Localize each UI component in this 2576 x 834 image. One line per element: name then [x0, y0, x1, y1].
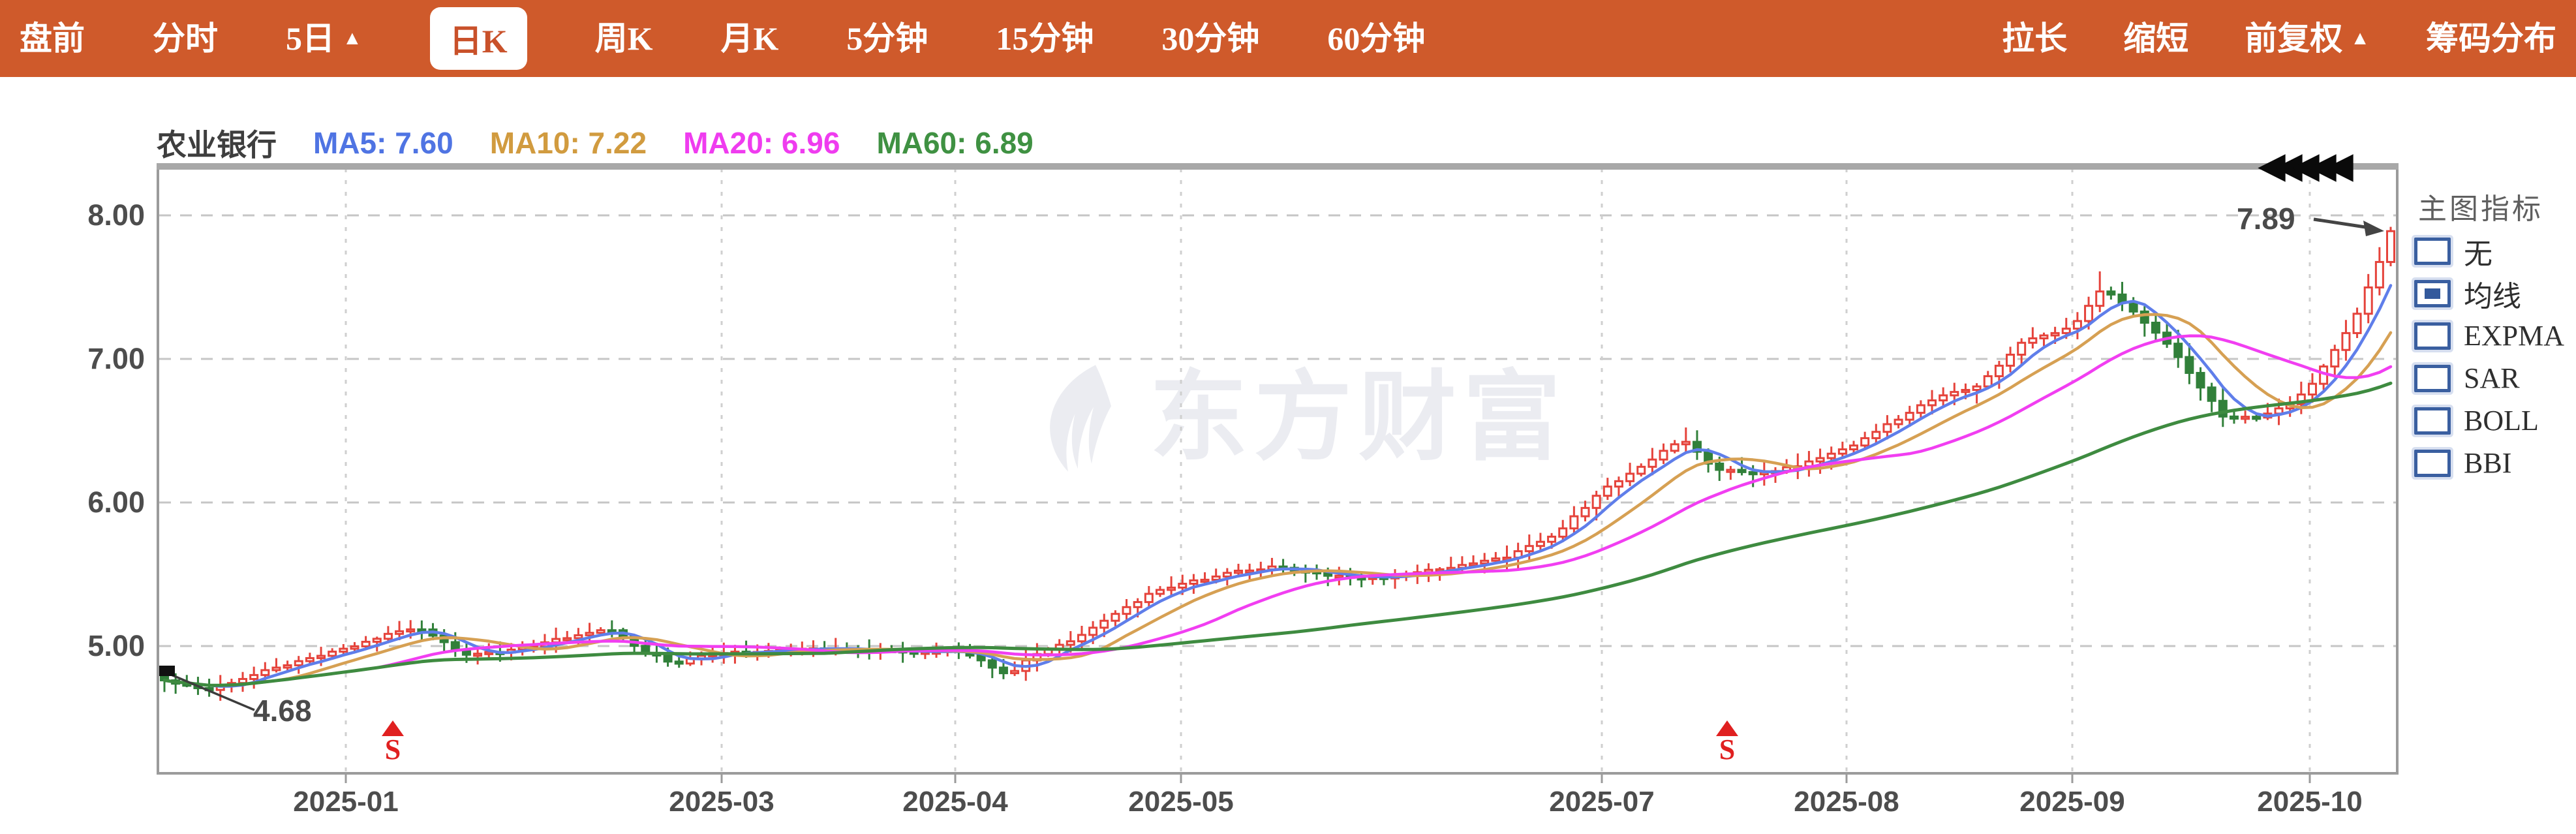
checkbox-checked-mark — [2425, 288, 2440, 299]
x-axis-label: 2025-05 — [1128, 786, 1234, 818]
indicator-option-none[interactable]: 无 — [2414, 230, 2564, 272]
x-axis-label: 2025-08 — [1794, 786, 1899, 818]
toolbar-item-5-day[interactable]: 5日 ▲ — [286, 0, 362, 77]
triangle-up-icon: ▲ — [343, 27, 362, 49]
toolbar-item-30-min[interactable]: 30分钟 — [1161, 0, 1259, 77]
x-axis-label: 2025-04 — [902, 786, 1008, 818]
checkbox-icon[interactable] — [2414, 279, 2451, 307]
toolbar-item-label: 盘前 — [20, 20, 85, 57]
toolbar-item-label: 5日 — [286, 20, 335, 57]
indicator-option-expma[interactable]: EXPMA — [2414, 315, 2564, 357]
toolbar-item-chip-distribution[interactable]: 筹码分布 — [2426, 0, 2556, 77]
toolbar-item-label: 60分钟 — [1327, 20, 1426, 57]
first-low-annotation: 4.68 — [253, 694, 312, 728]
sell-signal-marker: S — [373, 720, 412, 765]
checkbox-icon[interactable] — [2414, 322, 2451, 350]
toolbar-item-15-min[interactable]: 15分钟 — [996, 0, 1094, 77]
ma-lines — [162, 284, 2393, 688]
toolbar-item-monthly-k[interactable]: 月K — [721, 0, 779, 77]
y-axis-label: 7.00 — [87, 342, 145, 375]
indicator-option-label: BBI — [2464, 447, 2512, 479]
checkbox-icon[interactable] — [2414, 449, 2451, 477]
y-axis-label: 8.00 — [87, 198, 145, 232]
stock-name: 农业银行 — [157, 128, 277, 162]
toolbar-item-stretch[interactable]: 拉长 — [2002, 0, 2067, 77]
y-axis-label: 5.00 — [87, 629, 145, 662]
sell-marker-triangle-icon — [1716, 720, 1738, 736]
last-price-annotation: 7.89 — [2237, 202, 2295, 236]
x-axis-label: 2025-01 — [293, 786, 399, 818]
toolbar-left-group: 盘前 分时 5日 ▲ 日K 周K 月K 5分钟 15分钟 30分钟 60分钟 — [0, 0, 1425, 77]
toolbar-item-label: 分时 — [153, 20, 218, 57]
watermark-text: 东方财富 — [1150, 364, 1568, 472]
x-axis-label: 2025-07 — [1549, 786, 1655, 818]
ma-legend-item: MA60: 6.89 — [876, 126, 1034, 160]
indicator-option-label: BOLL — [2464, 405, 2539, 437]
x-axis-label: 2025-10 — [2257, 786, 2363, 818]
toolbar-item-5-min[interactable]: 5分钟 — [846, 0, 928, 77]
ma-legend-item: MA5: 7.60 — [313, 126, 453, 160]
checkbox-icon[interactable] — [2414, 237, 2451, 265]
toolbar-item-weekly-k[interactable]: 周K — [595, 0, 653, 77]
toolbar-item-shrink[interactable]: 缩短 — [2123, 0, 2188, 77]
kline-chart-canvas[interactable] — [157, 163, 2399, 788]
toolbar-item-daily-k[interactable]: 日K — [429, 7, 527, 70]
toolbar-item-label: 前复权 — [2245, 20, 2343, 57]
toolbar-item-label: 日K — [449, 23, 508, 59]
toolbar-item-label: 15分钟 — [996, 20, 1094, 57]
indicator-option-ma[interactable]: 均线 — [2414, 272, 2564, 315]
indicator-option-boll[interactable]: BOLL — [2414, 399, 2564, 442]
toolbar: 盘前 分时 5日 ▲ 日K 周K 月K 5分钟 15分钟 30分钟 60分钟 拉长 缩短 前复权 ▲ 筹码分… — [0, 0, 2576, 77]
toolbar-item-label: 拉长 — [2002, 20, 2068, 57]
toolbar-item-60-min[interactable]: 60分钟 — [1327, 0, 1425, 77]
toolbar-item-label: 月K — [720, 20, 779, 57]
watermark: 东方财富 — [1035, 363, 1567, 474]
ma-legend-item: MA20: 6.96 — [683, 126, 840, 160]
x-axis-label: 2025-03 — [669, 786, 774, 818]
plot-border — [157, 163, 2399, 783]
gridlines — [159, 168, 2396, 772]
checkbox-icon[interactable] — [2414, 407, 2451, 435]
x-axis-label: 2025-09 — [2019, 786, 2125, 818]
toolbar-item-label: 30分钟 — [1161, 20, 1260, 57]
toolbar-item-label: 周K — [594, 20, 653, 57]
indicator-option-label: EXPMA — [2464, 320, 2565, 352]
toolbar-item-intraday[interactable]: 分时 — [153, 0, 218, 77]
indicator-option-bbi[interactable]: BBI — [2414, 442, 2564, 484]
sell-signal-marker: S — [1708, 720, 1747, 765]
indicator-option-label: 无 — [2464, 238, 2492, 270]
indicator-option-label: SAR — [2464, 362, 2520, 394]
triangle-up-icon: ▲ — [2350, 27, 2370, 49]
toolbar-item-pre-market[interactable]: 盘前 — [20, 0, 85, 77]
toolbar-item-label: 缩短 — [2123, 20, 2189, 57]
indicator-panel: 无均线 EXPMA SAR BOLL BBI — [2414, 230, 2564, 484]
annotation-lines — [159, 217, 2384, 711]
toolbar-item-label: 筹码分布 — [2426, 20, 2556, 57]
toolbar-item-label: 5分钟 — [846, 20, 928, 57]
toolbar-item-forward-adjusted[interactable]: 前复权 ▲ — [2245, 0, 2370, 77]
scroll-left-glyphs-icon[interactable]: ◀◀◀◀◀ — [2259, 147, 2353, 185]
sell-marker-triangle-icon — [382, 720, 404, 736]
indicator-option-label: 均线 — [2464, 280, 2521, 313]
indicator-option-sar[interactable]: SAR — [2414, 357, 2564, 399]
candles-layer — [160, 226, 2395, 701]
eastmoney-logo-icon — [1050, 365, 1111, 472]
ma-legend-item: MA10: 7.22 — [489, 126, 647, 160]
y-axis-label: 6.00 — [87, 486, 145, 519]
toolbar-right-group: 拉长 缩短 前复权 ▲ 筹码分布 — [2002, 0, 2576, 77]
chart-legend: 农业银行 MA5: 7.60 MA10: 7.22 MA20: 6.96 MA60: … — [157, 121, 1034, 164]
indicator-panel-title: 主图指标 — [2418, 193, 2543, 225]
checkbox-icon[interactable] — [2414, 364, 2451, 392]
